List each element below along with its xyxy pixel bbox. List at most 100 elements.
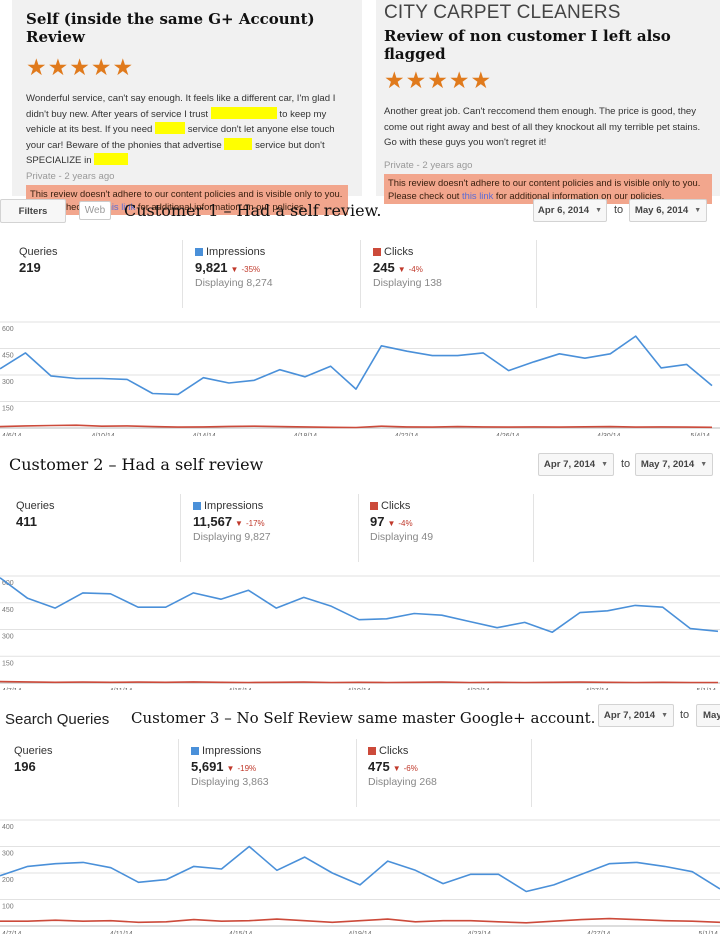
search-queries-title: Search Queries	[5, 711, 110, 728]
down-arrow-icon: ▼	[235, 519, 243, 528]
x-tick-label: 4/11/14	[110, 931, 133, 934]
x-tick-label: 4/10/14	[91, 433, 114, 436]
x-tick-label: 4/7/14	[2, 688, 22, 690]
down-arrow-icon: ▼	[392, 764, 401, 773]
x-tick-label: 4/22/14	[395, 433, 418, 436]
customer-3-caption: Customer 3 – No Self Review same master …	[131, 709, 596, 727]
flagged-review-caption: Review of non customer I left also flagg…	[384, 27, 671, 63]
x-tick-label: 4/15/14	[228, 688, 251, 690]
chevron-down-icon: ▼	[601, 461, 609, 468]
y-tick-label: 150	[2, 406, 14, 413]
self-review-card: Self (inside the same G+ Account) Review…	[12, 0, 362, 215]
policy-link[interactable]: this link	[462, 189, 494, 201]
policy-link[interactable]: this link	[104, 200, 136, 212]
x-tick-label: 4/11/14	[110, 688, 133, 690]
chevron-down-icon: ▼	[694, 207, 702, 214]
chart-customer-3: 400 300 200 100 4/7/14 4/11/14 4/15/14 4/19/14 4…	[0, 814, 720, 944]
date-to-dropdown[interactable]: May	[696, 704, 720, 727]
clicks-legend-swatch	[370, 502, 378, 510]
x-tick-label: 4/19/14	[348, 931, 371, 934]
x-tick-label: 4/7/14	[2, 931, 22, 934]
customer-1-caption: Customer 1 – Had a self review.	[124, 201, 382, 220]
redacted-highlight	[224, 137, 253, 150]
x-tick-label: 4/19/14	[347, 688, 370, 690]
x-tick-label: 5/4/14	[691, 433, 711, 436]
chart-customer-1: 600 450 300 150 4/6/14 4/10/14 4/14/14 4/18/14 4…	[0, 314, 720, 444]
clicks-metric[interactable]: Clicks 245 ▼ -4% Displaying 138	[363, 240, 537, 308]
review-meta: Private - 2 years ago	[26, 170, 115, 182]
down-arrow-icon: ▼	[387, 519, 396, 528]
queries-metric[interactable]: Queries 219	[9, 240, 183, 308]
flagged-review-card: CITY CARPET CLEANERS Review of non custo…	[376, 0, 720, 204]
chevron-down-icon: ▼	[595, 207, 603, 214]
clicks-line	[0, 917, 720, 924]
y-tick-label: 400	[2, 824, 14, 831]
web-filter-chip[interactable]: Web	[79, 201, 111, 220]
review-text: Wonderful service, can't say enough. It …	[26, 93, 336, 166]
x-tick-label: 4/23/14	[466, 688, 489, 690]
x-tick-label: 5/1/14	[699, 931, 719, 934]
review-text: Another great job. Can't reccomend them …	[384, 106, 701, 148]
x-tick-label: 4/27/14	[585, 688, 608, 690]
impressions-metric[interactable]: Impressions 9,821 ▼ -35% Displaying 8,274	[185, 240, 361, 308]
chart-customer-2: 6004503001504/7/144/11/144/15/144/19/144…	[0, 570, 720, 696]
impressions-legend-swatch	[191, 747, 199, 755]
policy-notice: This review doesn't adhere to our conten…	[384, 173, 712, 204]
y-tick-label: 450	[2, 353, 14, 360]
date-to-dropdown[interactable]: May 7, 2014 ▼	[635, 453, 713, 476]
customer-2-caption: Customer 2 – Had a self review	[9, 455, 264, 474]
x-tick-label: 4/30/14	[597, 433, 620, 436]
x-tick-label: 4/14/14	[193, 433, 216, 436]
redacted-highlight	[210, 106, 277, 119]
impressions-metric[interactable]: Impressions 11,567 ▼ -17% Displaying 9,827	[183, 494, 359, 562]
clicks-legend-swatch	[368, 747, 376, 755]
clicks-metric[interactable]: Clicks 97 ▼ -4% Displaying 49	[360, 494, 534, 562]
impressions-line	[0, 577, 719, 634]
x-tick-label: 4/6/14	[2, 433, 22, 436]
review-meta: Private - 2 years ago	[384, 159, 473, 171]
company-name[interactable]: CITY CARPET CLEANERS	[384, 2, 621, 23]
queries-metric[interactable]: Queries 411	[6, 494, 181, 562]
impressions-line	[0, 845, 720, 893]
y-tick-label: 450	[2, 607, 14, 614]
self-review-caption: Self (inside the same G+ Account) Review	[26, 10, 315, 46]
y-tick-label: 300	[2, 634, 14, 641]
y-tick-label: 300	[2, 379, 14, 386]
y-tick-label: 150	[2, 660, 14, 667]
date-from-dropdown[interactable]: Apr 6, 2014 ▼	[533, 199, 607, 222]
impressions-legend-swatch	[195, 248, 203, 256]
impressions-metric[interactable]: Impressions 5,691 ▼ -19% Displaying 3,863	[181, 739, 357, 807]
date-from-dropdown[interactable]: Apr 7, 2014 ▼	[538, 453, 614, 476]
date-to-label: to	[680, 709, 690, 721]
impressions-line	[0, 335, 713, 396]
clicks-line	[0, 424, 713, 429]
chevron-down-icon: ▼	[661, 712, 669, 719]
y-tick-label: 100	[2, 904, 14, 911]
down-arrow-icon: ▼	[397, 265, 406, 274]
x-tick-label: 4/15/14	[229, 931, 252, 934]
chevron-down-icon: ▼	[700, 461, 708, 468]
date-to-dropdown[interactable]: May 6, 2014 ▼	[629, 199, 707, 222]
clicks-line	[0, 680, 718, 684]
x-tick-label: 4/26/14	[496, 433, 519, 436]
y-tick-label: 600	[2, 326, 14, 333]
clicks-metric[interactable]: Clicks 475 ▼ -6% Displaying 268	[358, 739, 532, 807]
down-arrow-icon: ▼	[230, 265, 239, 274]
x-tick-label: 5/1/14	[697, 688, 717, 690]
down-arrow-icon: ▼	[226, 764, 235, 773]
y-tick-label: 200	[2, 877, 14, 884]
x-tick-label: 4/27/14	[587, 931, 610, 934]
filters-button[interactable]: Filters	[0, 199, 66, 223]
impressions-legend-swatch	[193, 502, 201, 510]
x-tick-label: 4/18/14	[294, 433, 317, 436]
date-to-label: to	[614, 204, 624, 216]
redacted-highlight	[155, 122, 186, 134]
clicks-legend-swatch	[373, 248, 381, 256]
date-from-dropdown[interactable]: Apr 7, 2014 ▼	[598, 704, 674, 727]
redacted-highlight	[94, 153, 129, 165]
x-tick-label: 4/23/14	[468, 931, 491, 934]
star-rating: ★★★★★	[26, 54, 135, 80]
date-to-label: to	[621, 458, 631, 470]
queries-metric[interactable]: Queries 196	[4, 739, 179, 807]
star-rating: ★★★★★	[384, 67, 493, 93]
